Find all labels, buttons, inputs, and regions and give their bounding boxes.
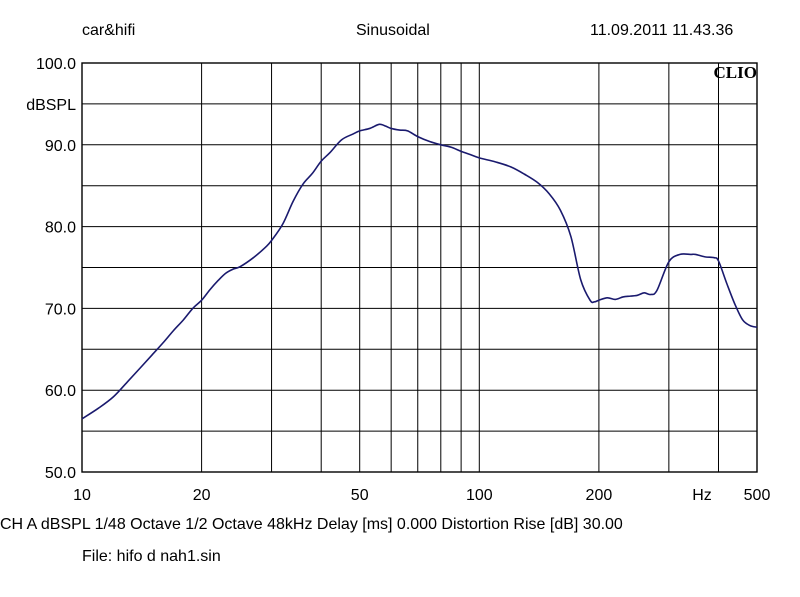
footer-settings: CH A dBSPL 1/48 Octave 1/2 Octave 48kHz … — [0, 516, 623, 533]
x-axis-label: Hz — [692, 487, 712, 504]
tick-labels: 100.0 90.0 80.0 70.0 60.0 50.0 10 20 50 100 200 500… — [26, 56, 770, 504]
y-tick-label: 60.0 — [45, 383, 76, 400]
x-tick-label: 100 — [466, 487, 493, 504]
x-tick-label: 20 — [193, 487, 211, 504]
y-tick-label: 100.0 — [36, 56, 76, 73]
footer-file: File: hifo d nah1.sin — [82, 548, 221, 565]
grid — [81, 62, 758, 473]
y-axis-label: dBSPL — [26, 97, 76, 114]
plot-frame — [81, 62, 758, 473]
x-tick-label: 10 — [73, 487, 91, 504]
x-tick-label: 200 — [586, 487, 613, 504]
y-tick-label: 80.0 — [45, 220, 76, 237]
chart-title: Sinusoidal — [356, 22, 430, 39]
x-tick-label: 50 — [351, 487, 369, 504]
spl-response-line — [81, 123, 758, 420]
x-tick-label: 500 — [744, 487, 771, 504]
header-timestamp: 11.09.2011 11.43.36 — [590, 22, 734, 39]
y-tick-label: 50.0 — [45, 465, 76, 482]
header-left: car&hifi — [82, 22, 136, 39]
clio-watermark: CLIO — [714, 63, 757, 82]
y-tick-label: 70.0 — [45, 301, 76, 318]
y-tick-label: 90.0 — [45, 138, 76, 155]
